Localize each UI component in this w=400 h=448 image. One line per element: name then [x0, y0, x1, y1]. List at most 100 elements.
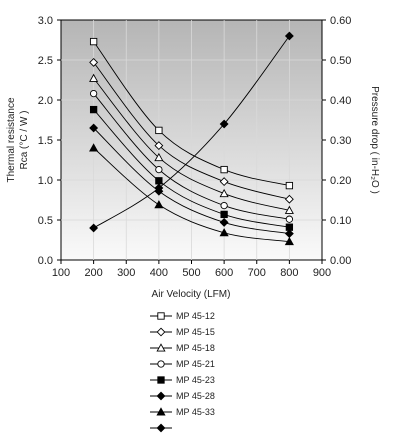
y-right-tick-label: 0.20 [330, 175, 351, 187]
data-point [155, 165, 163, 174]
legend-item: MP 45-23 [150, 375, 215, 385]
x-tick-label: 800 [280, 267, 298, 279]
data-point [284, 31, 294, 41]
y-left-tick-label: 2.5 [38, 55, 53, 67]
data-point [284, 205, 294, 214]
y-axis-left-title-line2: Rca (°C / W ) [19, 111, 30, 170]
legend-label: MP 45-18 [176, 343, 215, 353]
data-point [219, 177, 229, 187]
series-line [93, 78, 290, 211]
data-point [89, 143, 99, 152]
x-tick-label: 200 [84, 267, 102, 279]
y-left-tick-label: 0.0 [38, 255, 53, 267]
series-line [93, 35, 290, 229]
data-point [219, 228, 229, 237]
series-mp-45-12 [89, 37, 294, 190]
series-mp-45-33 [89, 143, 294, 246]
legend-item: MP 45-21 [150, 359, 215, 369]
data-point [155, 126, 163, 135]
data-point [285, 215, 294, 223]
legend: MP 45-12 MP 45-15 MP 45-18 MP 45-21 MP 45-23… [150, 311, 215, 433]
y-right-tick-label: 0.50 [330, 55, 351, 67]
legend-marker [156, 423, 166, 433]
series-pressure-drop [89, 31, 294, 233]
data-point [89, 73, 99, 82]
series-line [93, 93, 290, 220]
legend-label: MP 45-15 [176, 327, 215, 337]
y-right-tick-label: 0.40 [330, 95, 351, 107]
x-tick-label: 100 [52, 267, 70, 279]
legend-item: MP 45-28 [150, 391, 215, 401]
y-left-tick-label: 3.0 [38, 15, 53, 27]
legend-item [150, 423, 172, 433]
data-point [220, 201, 228, 210]
series-mp-45-21 [89, 89, 294, 223]
series-line [93, 41, 290, 187]
x-tick-label: 900 [313, 267, 331, 279]
x-tick-label: 300 [117, 267, 135, 279]
x-tick-label: 700 [248, 267, 266, 279]
data-point [154, 141, 164, 151]
data-point [89, 89, 98, 98]
y-right-tick-label: 0.10 [330, 215, 351, 227]
data-point [155, 177, 163, 185]
y-left-tick-label: 1.5 [38, 135, 53, 147]
legend-item: MP 45-18 [150, 343, 215, 353]
data-point [89, 105, 98, 114]
series-line [93, 127, 290, 235]
legend-marker [156, 327, 166, 337]
legend-item: MP 45-12 [150, 311, 215, 321]
series-mp-45-28 [89, 123, 294, 239]
legend-marker [156, 343, 166, 352]
legend-label: MP 45-33 [176, 407, 215, 417]
data-point [154, 200, 164, 209]
series-line [93, 62, 290, 200]
x-axis-title: Air Velocity (LFM) [152, 289, 231, 300]
data-point [89, 223, 99, 233]
data-point [284, 236, 294, 246]
data-point [219, 188, 229, 198]
data-point [220, 165, 228, 174]
legend-label: MP 45-21 [176, 359, 215, 369]
data-point [219, 217, 229, 227]
data-point [285, 181, 294, 190]
legend-marker [157, 360, 165, 368]
legend-marker [156, 407, 166, 416]
data-point [219, 119, 229, 129]
y-axis-left-title-line1: Thermal resistance [6, 97, 17, 182]
series-line [93, 109, 290, 228]
legend-marker [157, 376, 165, 384]
legend-label: MP 45-23 [176, 375, 215, 385]
legend-label: MP 45-12 [176, 311, 215, 321]
y-right-tick-label: 0.00 [330, 255, 351, 267]
x-tick-label: 400 [150, 267, 168, 279]
y-right-tick-label: 0.30 [330, 135, 351, 147]
legend-marker [157, 312, 165, 320]
y-left-tick-label: 2.0 [38, 95, 53, 107]
series-line [93, 147, 290, 243]
data-point [220, 210, 228, 219]
axes [57, 19, 326, 264]
y-axis-right-title: Pressure drop ( in-H₂O ) [369, 86, 380, 194]
data-point [284, 194, 294, 204]
series-layer [89, 31, 294, 246]
series-mp-45-18 [89, 73, 294, 214]
data-point [154, 183, 164, 193]
y-left-tick-label: 1.0 [38, 175, 53, 187]
series-mp-45-15 [89, 57, 294, 204]
y-left-tick-label: 0.5 [38, 215, 53, 227]
legend-marker [156, 391, 166, 401]
tick-labels: 100 200 300 400 500 600 700 800 900 0.0 0.5 1.0 1.5 2… [38, 15, 352, 279]
data-point [154, 152, 164, 162]
data-point [89, 57, 99, 67]
data-point [89, 37, 98, 46]
legend-item: MP 45-33 [150, 407, 215, 417]
x-tick-label: 500 [182, 267, 200, 279]
y-right-tick-label: 0.60 [330, 15, 351, 27]
legend-item: MP 45-15 [150, 327, 215, 337]
legend-label: MP 45-28 [176, 391, 215, 401]
x-tick-label: 600 [215, 267, 233, 279]
data-point [89, 123, 99, 133]
